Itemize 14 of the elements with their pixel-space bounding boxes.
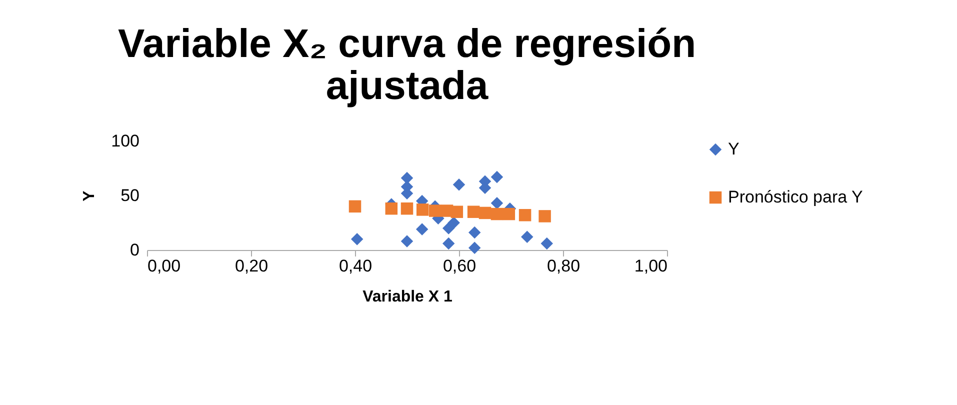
- y-tick-label: 0: [130, 240, 140, 260]
- y-axis-title: Y: [81, 190, 98, 202]
- x-tick-label: 0,60: [442, 256, 476, 276]
- y-tick-label: 100: [111, 132, 140, 150]
- x-tick-label: 0,40: [338, 256, 372, 276]
- y-tick-label: 50: [120, 186, 140, 205]
- x-axis-title: Variable X 1: [362, 288, 453, 306]
- x-tick-label: 0,00: [148, 256, 181, 276]
- x-tick-label: 0,20: [234, 256, 268, 276]
- x-tick-label: 0,80: [546, 256, 580, 276]
- legend-label: Pronóstico para Y: [728, 188, 863, 206]
- chart-title: Variable X₂ curva de regresión ajustada: [118, 22, 696, 108]
- x-tick-label: 1,00: [634, 256, 668, 276]
- legend-label: Y: [728, 140, 740, 158]
